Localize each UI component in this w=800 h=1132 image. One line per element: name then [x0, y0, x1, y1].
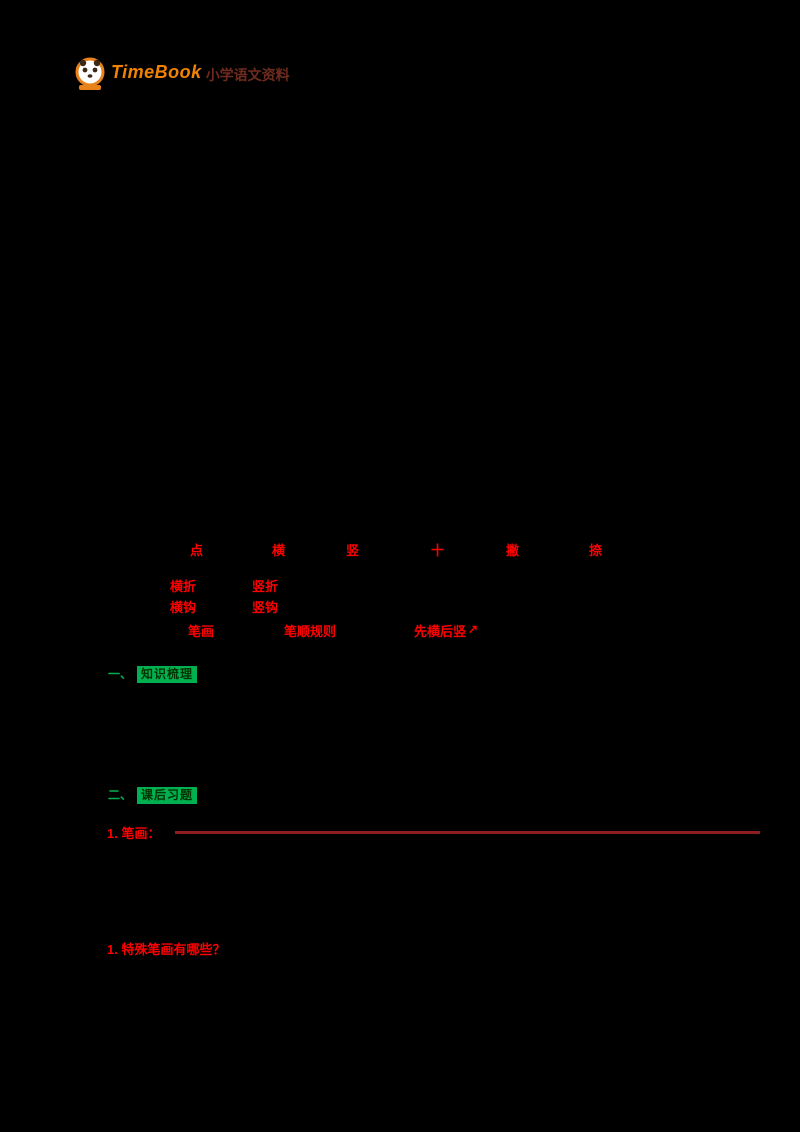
map-row2-item: 横折 [170, 579, 197, 594]
section-title: 知识梳理 [137, 666, 198, 683]
map-row4-item: 笔顺规则 [284, 624, 337, 639]
fill-in-rule [175, 831, 760, 834]
map-row1-item: 点 [190, 543, 204, 558]
map-row4-item: 先横后竖 [414, 624, 467, 639]
question-text: 1. 特殊笔画有哪些？ [107, 942, 226, 957]
map-row3-item: 竖钩 [252, 600, 279, 615]
logo-suffix-text: 小学语文资料 [205, 67, 290, 83]
map-row4-item: 笔画 [188, 624, 215, 639]
section-numeral: 一、 [108, 667, 133, 681]
numbered-item-label: 1. 笔画： [107, 826, 161, 841]
map-row1-item: 横 [272, 543, 286, 558]
map-row1-item: 撇 [506, 543, 520, 558]
up-arrow-icon: ↗ [468, 622, 479, 636]
map-row1-item: 十 [431, 543, 445, 558]
map-row2-item: 竖折 [252, 579, 279, 594]
brand-name: TimeBook [111, 62, 202, 82]
section-title: 课后习题 [137, 787, 198, 804]
logo: TimeBook 小学语文资料 [73, 56, 290, 97]
map-row3-item: 横钩 [170, 600, 197, 615]
section-numeral: 二、 [108, 788, 133, 802]
map-row1-item: 捺 [589, 543, 603, 558]
panda-icon [73, 56, 107, 97]
map-row1-item: 竖 [346, 543, 360, 558]
